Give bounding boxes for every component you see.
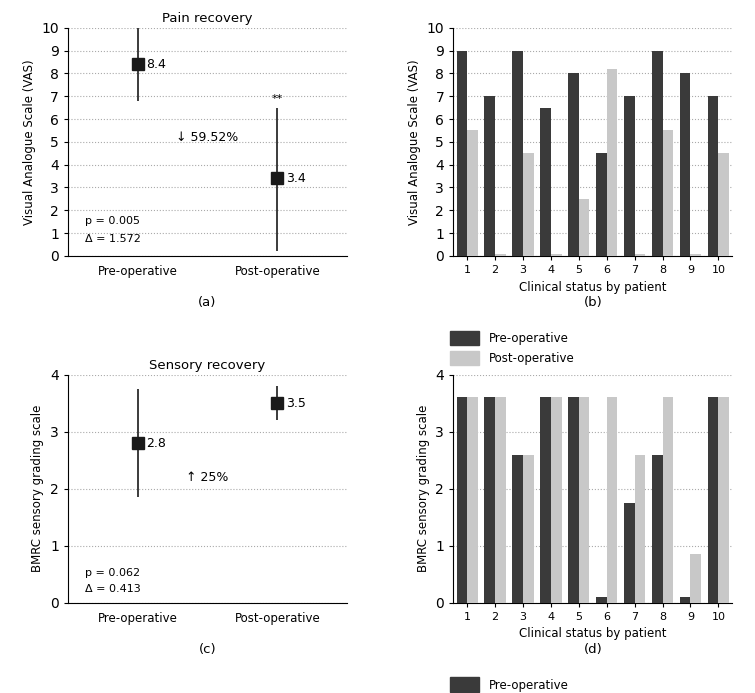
Bar bbox=[624, 96, 635, 256]
Bar bbox=[523, 153, 534, 256]
Bar bbox=[457, 51, 467, 256]
Bar bbox=[652, 455, 663, 603]
Text: (b): (b) bbox=[584, 296, 602, 309]
Bar bbox=[541, 107, 551, 256]
Bar bbox=[635, 254, 646, 256]
Y-axis label: BMRC sensory grading scale: BMRC sensory grading scale bbox=[417, 405, 430, 572]
Bar bbox=[607, 398, 618, 603]
Y-axis label: BMRC sensory grading scale: BMRC sensory grading scale bbox=[32, 405, 45, 572]
Text: **: ** bbox=[272, 94, 283, 104]
Text: 3.5: 3.5 bbox=[285, 396, 306, 410]
Bar bbox=[691, 254, 701, 256]
Bar bbox=[680, 73, 691, 256]
Bar bbox=[551, 254, 562, 256]
Text: ↑ 25%: ↑ 25% bbox=[186, 471, 229, 484]
Bar bbox=[541, 398, 551, 603]
Text: (d): (d) bbox=[584, 643, 602, 656]
Bar bbox=[513, 51, 523, 256]
Bar bbox=[680, 597, 691, 603]
Legend: Pre-operative, Post-operative: Pre-operative, Post-operative bbox=[445, 326, 579, 370]
Title: Sensory recovery: Sensory recovery bbox=[149, 359, 266, 372]
Bar bbox=[707, 96, 719, 256]
Text: p = 0.005: p = 0.005 bbox=[85, 216, 140, 226]
X-axis label: Clinical status by patient: Clinical status by patient bbox=[519, 281, 667, 294]
Bar bbox=[467, 130, 478, 256]
Bar bbox=[707, 398, 719, 603]
Legend: Pre-operative, Post-operative: Pre-operative, Post-operative bbox=[445, 673, 579, 693]
Text: (a): (a) bbox=[199, 296, 217, 309]
Bar bbox=[569, 73, 579, 256]
Text: 8.4: 8.4 bbox=[146, 58, 166, 71]
Bar bbox=[652, 51, 663, 256]
Text: (c): (c) bbox=[199, 643, 217, 656]
Text: p = 0.062: p = 0.062 bbox=[85, 568, 140, 578]
Y-axis label: Visual Analogue Scale (VAS): Visual Analogue Scale (VAS) bbox=[408, 59, 421, 225]
Bar bbox=[513, 455, 523, 603]
Text: Δ = 0.413: Δ = 0.413 bbox=[85, 584, 140, 594]
Bar bbox=[596, 597, 607, 603]
Bar bbox=[635, 455, 646, 603]
Bar bbox=[579, 199, 590, 256]
Bar bbox=[579, 398, 590, 603]
Y-axis label: Visual Analogue Scale (VAS): Visual Analogue Scale (VAS) bbox=[23, 59, 35, 225]
Bar bbox=[663, 130, 673, 256]
Bar bbox=[485, 398, 495, 603]
Title: Pain recovery: Pain recovery bbox=[162, 12, 253, 25]
Bar bbox=[495, 398, 506, 603]
Bar bbox=[624, 503, 635, 603]
Bar bbox=[607, 69, 618, 256]
Text: 2.8: 2.8 bbox=[146, 437, 166, 450]
Bar bbox=[691, 554, 701, 603]
Bar bbox=[663, 398, 673, 603]
Bar bbox=[457, 398, 467, 603]
Bar bbox=[467, 398, 478, 603]
Text: Δ = 1.572: Δ = 1.572 bbox=[85, 234, 140, 244]
Bar bbox=[596, 153, 607, 256]
Bar bbox=[719, 153, 729, 256]
Bar bbox=[719, 398, 729, 603]
X-axis label: Clinical status by patient: Clinical status by patient bbox=[519, 627, 667, 640]
Bar bbox=[569, 398, 579, 603]
Bar bbox=[551, 398, 562, 603]
Bar bbox=[485, 96, 495, 256]
Bar bbox=[495, 254, 506, 256]
Text: 3.4: 3.4 bbox=[285, 172, 306, 185]
Text: ↓ 59.52%: ↓ 59.52% bbox=[177, 131, 239, 143]
Bar bbox=[523, 455, 534, 603]
